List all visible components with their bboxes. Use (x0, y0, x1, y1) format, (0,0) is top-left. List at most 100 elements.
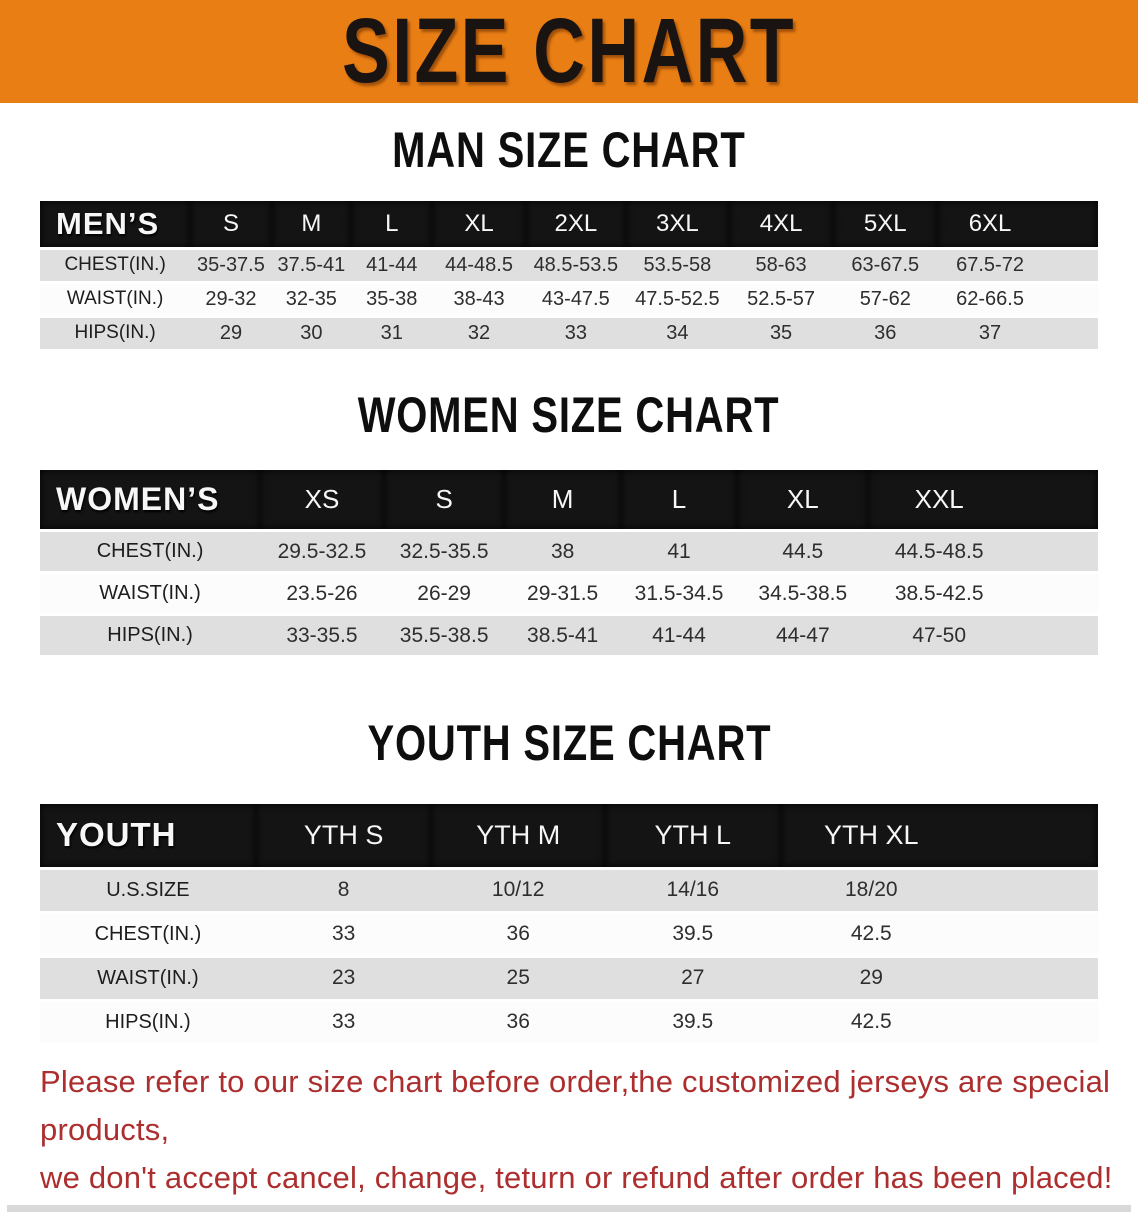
size-column-header: 6XL (937, 201, 1098, 250)
mens-size-table: MEN’S S M L XL 2XL 3XL 4XL 5XL 6XL CHEST(IN.) 35-37… (40, 201, 1098, 352)
size-value-cell: 38-43 (432, 282, 526, 318)
size-value-cell: 18/20 (780, 868, 1098, 914)
size-value-cell: 14/16 (604, 868, 781, 914)
row-label-cell: HIPS(IN.) (40, 316, 191, 352)
size-column-header: L (351, 201, 433, 250)
table-row: HIPS(IN.) 33-35.5 35.5-38.5 38.5-41 41-44 44-… (40, 614, 1098, 658)
bottom-divider (7, 1204, 1131, 1212)
page-title: SIZE CHART (342, 0, 796, 102)
row-label-cell: CHEST(IN.) (40, 912, 256, 958)
row-label-cell: U.S.SIZE (40, 868, 256, 914)
size-value-cell: 43-47.5 (525, 282, 627, 318)
table-row: CHEST(IN.) 35-37.5 37.5-41 41-44 44-48.5 48.5… (40, 248, 1098, 284)
table-row: U.S.SIZE 8 10/12 14/16 18/20 (40, 868, 1098, 914)
size-column-header: YTH M (431, 804, 605, 870)
size-value-cell: 38.5-41 (504, 614, 621, 658)
header-row: WOMEN’S XS S M L XL XXL (40, 469, 1098, 532)
size-value-cell: 32.5-35.5 (383, 530, 505, 574)
size-value-cell: 23.5-26 (260, 572, 384, 616)
row-label-cell: HIPS(IN.) (40, 614, 261, 658)
size-column-header: L (620, 469, 738, 532)
size-column-header: XL (432, 201, 526, 250)
size-value-cell: 57-62 (833, 282, 938, 318)
size-value-cell: 52.5-57 (728, 282, 834, 318)
size-value-cell: 44-47 (737, 614, 869, 658)
man-size-chart-heading-text: MAN SIZE CHART (392, 122, 746, 178)
size-value-cell: 63-67.5 (833, 248, 938, 284)
youth-size-chart-heading: YOUTH SIZE CHART (0, 718, 1138, 778)
size-value-cell: 29.5-32.5 (260, 530, 384, 574)
size-value-cell: 34.5-38.5 (737, 572, 869, 616)
size-value-cell: 35-37.5 (190, 248, 272, 284)
table-row: WAIST(IN.) 23.5-26 26-29 29-31.5 31.5-34.5 34… (40, 572, 1098, 616)
size-value-cell: 41-44 (620, 614, 738, 658)
size-column-header: XL (737, 469, 869, 532)
row-label-cell: WAIST(IN.) (40, 572, 261, 616)
size-column-header: XS (260, 469, 384, 532)
banner: SIZE CHART (0, 0, 1138, 103)
size-value-cell: 42.5 (780, 1000, 1098, 1046)
size-value-cell: 47.5-52.5 (626, 282, 729, 318)
size-value-cell: 38 (504, 530, 621, 574)
row-label-cell: WAIST(IN.) (40, 282, 191, 318)
size-column-header: M (271, 201, 352, 250)
size-value-cell: 27 (604, 956, 781, 1002)
size-value-cell: 38.5-42.5 (868, 572, 1098, 616)
size-column-header: S (383, 469, 505, 532)
size-value-cell: 36 (431, 912, 605, 958)
size-value-cell: 36 (431, 1000, 605, 1046)
size-value-cell: 35-38 (351, 282, 433, 318)
size-value-cell: 10/12 (431, 868, 605, 914)
size-value-cell: 53.5-58 (626, 248, 729, 284)
size-column-header: 3XL (626, 201, 729, 250)
size-value-cell: 41-44 (351, 248, 433, 284)
women-size-chart-heading: WOMEN SIZE CHART (0, 390, 1138, 450)
size-value-cell: 42.5 (780, 912, 1098, 958)
table-title-cell: MEN’S (40, 201, 191, 250)
size-value-cell: 36 (833, 316, 938, 352)
size-column-header: 4XL (728, 201, 834, 250)
header-row: MEN’S S M L XL 2XL 3XL 4XL 5XL 6XL (40, 201, 1098, 250)
size-value-cell: 33 (255, 912, 432, 958)
size-value-cell: 29-32 (190, 282, 272, 318)
disclaimer-line-1: Please refer to our size chart before or… (40, 1063, 1111, 1147)
size-value-cell: 47-50 (868, 614, 1098, 658)
table-row: WAIST(IN.) 29-32 32-35 35-38 38-43 43-47.5 47.… (40, 282, 1098, 318)
size-value-cell: 25 (431, 956, 605, 1002)
size-value-cell: 32-35 (271, 282, 352, 318)
size-value-cell: 41 (620, 530, 738, 574)
table-title-cell: WOMEN’S (40, 469, 261, 532)
size-value-cell: 58-63 (728, 248, 834, 284)
size-value-cell: 32 (432, 316, 526, 352)
youth-size-table: YOUTH YTH S YTH M YTH L YTH XL U.S.SIZE 8 10/12… (40, 804, 1098, 1046)
size-value-cell: 44.5-48.5 (868, 530, 1098, 574)
women-size-chart-heading-text: WOMEN SIZE CHART (358, 386, 780, 443)
size-value-cell: 39.5 (604, 1000, 781, 1046)
womens-size-table: WOMEN’S XS S M L XL XXL CHEST(IN.) 29.5-32.5 32.5… (40, 469, 1098, 658)
size-value-cell: 33 (525, 316, 627, 352)
size-column-header: XXL (868, 469, 1098, 532)
youth-size-chart-heading-text: YOUTH SIZE CHART (367, 715, 771, 771)
size-value-cell: 48.5-53.5 (525, 248, 627, 284)
size-value-cell: 33-35.5 (260, 614, 384, 658)
size-value-cell: 44.5 (737, 530, 869, 574)
size-value-cell: 33 (255, 1000, 432, 1046)
size-column-header: S (190, 201, 272, 250)
size-value-cell: 37.5-41 (271, 248, 352, 284)
size-value-cell: 35.5-38.5 (383, 614, 505, 658)
size-value-cell: 26-29 (383, 572, 505, 616)
size-value-cell: 29 (190, 316, 272, 352)
table-row: WAIST(IN.) 23 25 27 29 (40, 956, 1098, 1002)
size-value-cell: 39.5 (604, 912, 781, 958)
size-value-cell: 37 (937, 316, 1098, 352)
size-value-cell: 8 (255, 868, 432, 914)
size-value-cell: 29 (780, 956, 1098, 1002)
size-value-cell: 29-31.5 (504, 572, 621, 616)
disclaimer-line-2: we don't accept cancel, change, teturn o… (40, 1159, 1113, 1195)
size-value-cell: 30 (271, 316, 352, 352)
size-value-cell: 44-48.5 (432, 248, 526, 284)
size-column-header: YTH XL (780, 804, 1098, 870)
size-column-header: YTH L (604, 804, 781, 870)
size-value-cell: 31.5-34.5 (620, 572, 738, 616)
